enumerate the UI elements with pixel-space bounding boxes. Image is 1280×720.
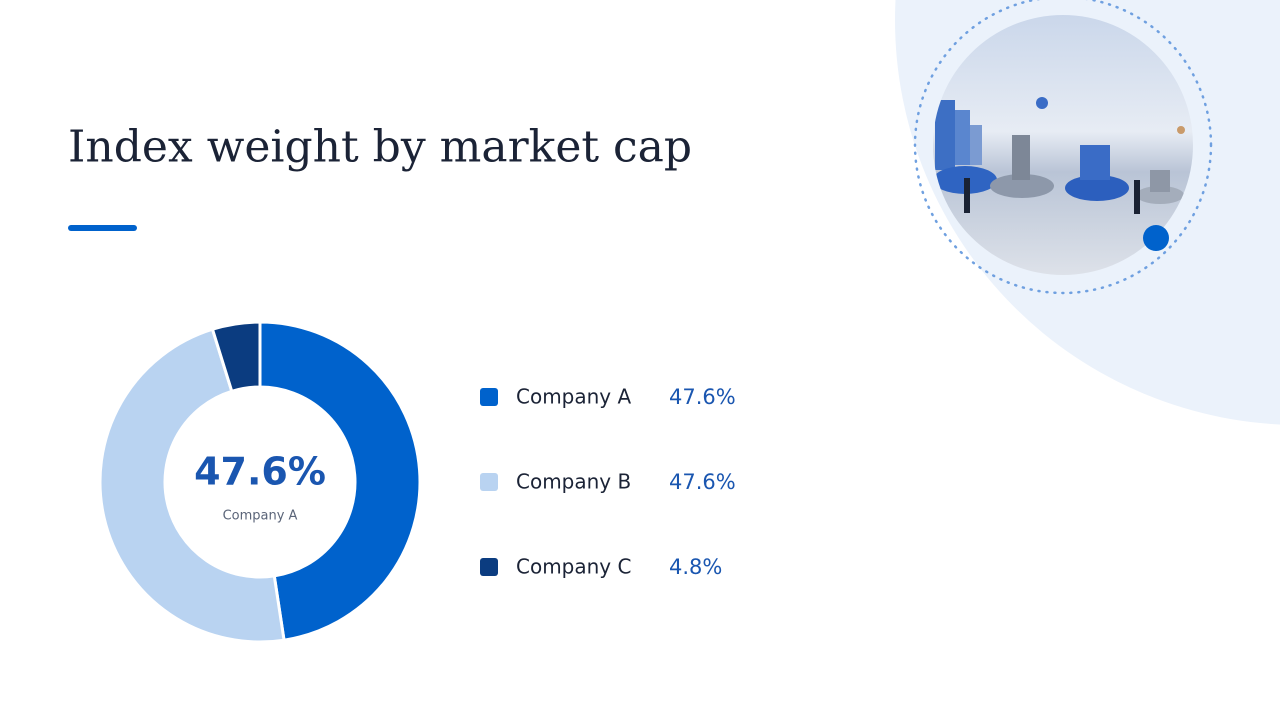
dotted-ring	[913, 0, 1213, 295]
accent-dot	[1143, 225, 1169, 251]
title-underline	[68, 225, 137, 231]
legend-swatch	[480, 558, 498, 576]
legend-label: Company A	[516, 385, 632, 409]
legend-label: Company C	[516, 555, 631, 579]
center-value: 47.6%	[194, 450, 326, 494]
donut-hole	[165, 387, 355, 577]
legend-swatch	[480, 388, 498, 406]
legend-value: 47.6%	[669, 470, 736, 494]
legend-value: 47.6%	[669, 385, 736, 409]
chart-title: Index weight by market cap	[68, 122, 692, 173]
legend-swatch	[480, 473, 498, 491]
center-label: Company A	[223, 509, 298, 524]
legend-label: Company B	[516, 470, 631, 494]
legend-value: 4.8%	[669, 555, 722, 579]
